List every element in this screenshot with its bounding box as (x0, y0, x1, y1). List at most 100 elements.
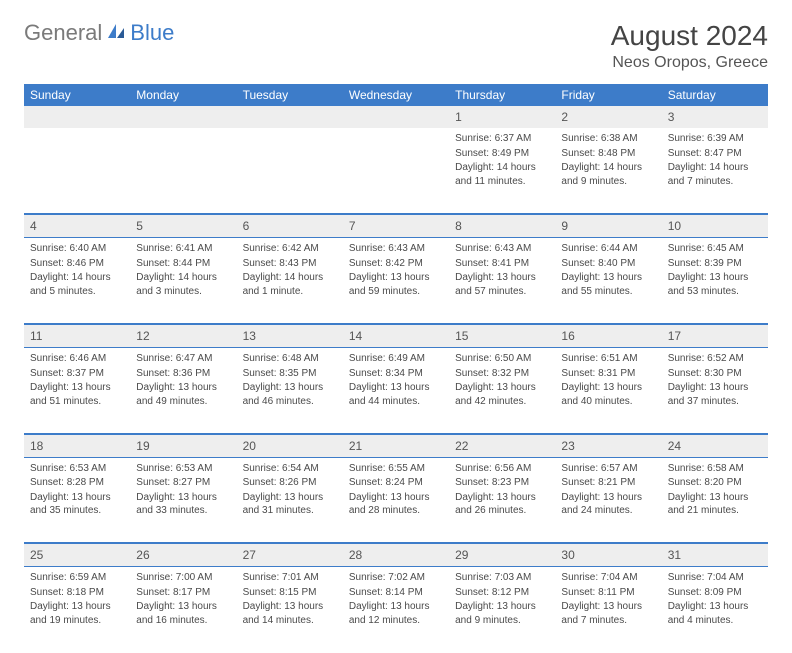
daylight-line: Daylight: 13 hours and 26 minutes. (455, 491, 549, 518)
sunrise-line: Sunrise: 6:45 AM (668, 242, 762, 256)
day-cell: Sunrise: 6:51 AMSunset: 8:31 PMDaylight:… (555, 348, 661, 434)
day-number: 25 (24, 543, 130, 567)
daylight-line: Daylight: 13 hours and 53 minutes. (668, 271, 762, 298)
daylight-line: Daylight: 14 hours and 1 minute. (243, 271, 337, 298)
day-cell: Sunrise: 6:54 AMSunset: 8:26 PMDaylight:… (237, 457, 343, 543)
daylight-line: Daylight: 13 hours and 42 minutes. (455, 381, 549, 408)
sunset-line: Sunset: 8:48 PM (561, 147, 655, 161)
sunrise-line: Sunrise: 6:53 AM (136, 462, 230, 476)
day-cell: Sunrise: 6:53 AMSunset: 8:28 PMDaylight:… (24, 457, 130, 543)
daylight-line: Daylight: 13 hours and 21 minutes. (668, 491, 762, 518)
day-number (130, 106, 236, 128)
day-number: 26 (130, 543, 236, 567)
day-detail-row: Sunrise: 6:53 AMSunset: 8:28 PMDaylight:… (24, 457, 768, 543)
daylight-line: Daylight: 14 hours and 11 minutes. (455, 161, 549, 188)
day-number: 8 (449, 214, 555, 238)
daylight-line: Daylight: 13 hours and 44 minutes. (349, 381, 443, 408)
day-header: Wednesday (343, 84, 449, 106)
sunset-line: Sunset: 8:34 PM (349, 367, 443, 381)
day-cell: Sunrise: 7:02 AMSunset: 8:14 PMDaylight:… (343, 567, 449, 653)
day-number: 23 (555, 434, 661, 458)
sunset-line: Sunset: 8:41 PM (455, 257, 549, 271)
day-number: 29 (449, 543, 555, 567)
month-title: August 2024 (611, 20, 768, 52)
sunrise-line: Sunrise: 6:58 AM (668, 462, 762, 476)
daylight-line: Daylight: 13 hours and 16 minutes. (136, 600, 230, 627)
day-cell: Sunrise: 6:48 AMSunset: 8:35 PMDaylight:… (237, 348, 343, 434)
sunrise-line: Sunrise: 6:52 AM (668, 352, 762, 366)
day-number (237, 106, 343, 128)
sunset-line: Sunset: 8:12 PM (455, 586, 549, 600)
day-cell: Sunrise: 6:56 AMSunset: 8:23 PMDaylight:… (449, 457, 555, 543)
daylight-line: Daylight: 13 hours and 57 minutes. (455, 271, 549, 298)
sunset-line: Sunset: 8:15 PM (243, 586, 337, 600)
sunset-line: Sunset: 8:42 PM (349, 257, 443, 271)
day-number: 16 (555, 324, 661, 348)
day-number-row: 11121314151617 (24, 324, 768, 348)
day-cell (343, 128, 449, 214)
day-number: 22 (449, 434, 555, 458)
day-cell: Sunrise: 6:43 AMSunset: 8:41 PMDaylight:… (449, 238, 555, 324)
daylight-line: Daylight: 13 hours and 4 minutes. (668, 600, 762, 627)
sunrise-line: Sunrise: 7:03 AM (455, 571, 549, 585)
sunset-line: Sunset: 8:27 PM (136, 476, 230, 490)
day-detail-row: Sunrise: 6:37 AMSunset: 8:49 PMDaylight:… (24, 128, 768, 214)
sunrise-line: Sunrise: 6:56 AM (455, 462, 549, 476)
sunrise-line: Sunrise: 6:46 AM (30, 352, 124, 366)
day-cell: Sunrise: 6:47 AMSunset: 8:36 PMDaylight:… (130, 348, 236, 434)
sunrise-line: Sunrise: 6:53 AM (30, 462, 124, 476)
day-number: 28 (343, 543, 449, 567)
day-cell: Sunrise: 6:46 AMSunset: 8:37 PMDaylight:… (24, 348, 130, 434)
sunset-line: Sunset: 8:44 PM (136, 257, 230, 271)
day-cell: Sunrise: 7:01 AMSunset: 8:15 PMDaylight:… (237, 567, 343, 653)
day-number: 27 (237, 543, 343, 567)
day-number: 21 (343, 434, 449, 458)
sunrise-line: Sunrise: 6:37 AM (455, 132, 549, 146)
day-cell: Sunrise: 7:03 AMSunset: 8:12 PMDaylight:… (449, 567, 555, 653)
day-cell: Sunrise: 6:52 AMSunset: 8:30 PMDaylight:… (662, 348, 768, 434)
day-cell: Sunrise: 6:41 AMSunset: 8:44 PMDaylight:… (130, 238, 236, 324)
daylight-line: Daylight: 13 hours and 9 minutes. (455, 600, 549, 627)
sunset-line: Sunset: 8:28 PM (30, 476, 124, 490)
sunrise-line: Sunrise: 6:42 AM (243, 242, 337, 256)
day-cell: Sunrise: 6:57 AMSunset: 8:21 PMDaylight:… (555, 457, 661, 543)
sunrise-line: Sunrise: 7:04 AM (668, 571, 762, 585)
day-number-row: 45678910 (24, 214, 768, 238)
day-cell: Sunrise: 6:49 AMSunset: 8:34 PMDaylight:… (343, 348, 449, 434)
sunrise-line: Sunrise: 6:59 AM (30, 571, 124, 585)
sunset-line: Sunset: 8:14 PM (349, 586, 443, 600)
daylight-line: Daylight: 13 hours and 51 minutes. (30, 381, 124, 408)
sunset-line: Sunset: 8:18 PM (30, 586, 124, 600)
sunset-line: Sunset: 8:23 PM (455, 476, 549, 490)
sunrise-line: Sunrise: 6:43 AM (455, 242, 549, 256)
sunrise-line: Sunrise: 6:44 AM (561, 242, 655, 256)
daylight-line: Daylight: 13 hours and 31 minutes. (243, 491, 337, 518)
daylight-line: Daylight: 13 hours and 55 minutes. (561, 271, 655, 298)
daylight-line: Daylight: 14 hours and 7 minutes. (668, 161, 762, 188)
sunrise-line: Sunrise: 7:01 AM (243, 571, 337, 585)
sunset-line: Sunset: 8:32 PM (455, 367, 549, 381)
day-cell: Sunrise: 6:55 AMSunset: 8:24 PMDaylight:… (343, 457, 449, 543)
daylight-line: Daylight: 13 hours and 35 minutes. (30, 491, 124, 518)
day-number-row: 25262728293031 (24, 543, 768, 567)
daylight-line: Daylight: 14 hours and 5 minutes. (30, 271, 124, 298)
day-cell: Sunrise: 6:43 AMSunset: 8:42 PMDaylight:… (343, 238, 449, 324)
daylight-line: Daylight: 13 hours and 19 minutes. (30, 600, 124, 627)
logo: General Blue (24, 20, 174, 46)
sunset-line: Sunset: 8:09 PM (668, 586, 762, 600)
daylight-line: Daylight: 14 hours and 9 minutes. (561, 161, 655, 188)
sunrise-line: Sunrise: 6:40 AM (30, 242, 124, 256)
daylight-line: Daylight: 13 hours and 46 minutes. (243, 381, 337, 408)
day-number: 30 (555, 543, 661, 567)
sunset-line: Sunset: 8:20 PM (668, 476, 762, 490)
day-number: 18 (24, 434, 130, 458)
day-detail-row: Sunrise: 6:40 AMSunset: 8:46 PMDaylight:… (24, 238, 768, 324)
sunrise-line: Sunrise: 6:41 AM (136, 242, 230, 256)
sunset-line: Sunset: 8:26 PM (243, 476, 337, 490)
day-number: 17 (662, 324, 768, 348)
day-number: 31 (662, 543, 768, 567)
day-header: Tuesday (237, 84, 343, 106)
day-number: 2 (555, 106, 661, 128)
sunrise-line: Sunrise: 6:51 AM (561, 352, 655, 366)
day-header: Monday (130, 84, 236, 106)
